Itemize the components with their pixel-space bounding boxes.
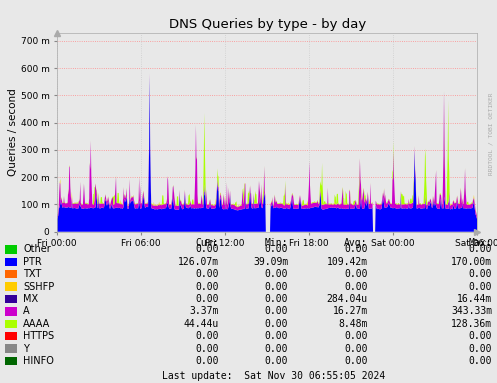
Text: 0.00: 0.00	[469, 282, 492, 291]
Text: 3.37m: 3.37m	[189, 306, 219, 316]
Text: Cur:: Cur:	[195, 238, 219, 248]
Text: 109.42m: 109.42m	[327, 257, 368, 267]
Text: Min:: Min:	[265, 238, 288, 248]
Text: 0.00: 0.00	[344, 244, 368, 254]
Text: 16.44m: 16.44m	[457, 294, 492, 304]
Bar	[5, 245, 17, 254]
Text: 0.00: 0.00	[195, 331, 219, 341]
Text: 44.44u: 44.44u	[183, 319, 219, 329]
Bar	[5, 357, 17, 365]
Text: 16.27m: 16.27m	[332, 306, 368, 316]
Text: 0.00: 0.00	[195, 282, 219, 291]
Text: 0.00: 0.00	[265, 244, 288, 254]
Text: RRDTOOL / TOBI OETIKER: RRDTOOL / TOBI OETIKER	[489, 93, 494, 175]
Y-axis label: Queries / second: Queries / second	[8, 88, 18, 176]
Text: SSHFP: SSHFP	[23, 282, 55, 291]
Text: 0.00: 0.00	[344, 331, 368, 341]
Text: 0.00: 0.00	[265, 306, 288, 316]
Text: 0.00: 0.00	[469, 356, 492, 366]
Text: 0.00: 0.00	[265, 269, 288, 279]
Text: 0.00: 0.00	[265, 294, 288, 304]
Bar	[5, 282, 17, 291]
Text: HTTPS: HTTPS	[23, 331, 55, 341]
Text: 170.00m: 170.00m	[451, 257, 492, 267]
Text: AAAA: AAAA	[23, 319, 51, 329]
Text: 8.48m: 8.48m	[338, 319, 368, 329]
Text: 0.00: 0.00	[195, 356, 219, 366]
Text: 126.07m: 126.07m	[177, 257, 219, 267]
Title: DNS Queries by type - by day: DNS Queries by type - by day	[168, 18, 366, 31]
Bar	[5, 295, 17, 303]
Text: 0.00: 0.00	[195, 294, 219, 304]
Text: 0.00: 0.00	[265, 356, 288, 366]
Bar	[5, 307, 17, 316]
Text: 0.00: 0.00	[344, 282, 368, 291]
Text: Y: Y	[23, 344, 29, 354]
Text: 128.36m: 128.36m	[451, 319, 492, 329]
Text: 0.00: 0.00	[344, 269, 368, 279]
Text: 0.00: 0.00	[265, 319, 288, 329]
Text: PTR: PTR	[23, 257, 42, 267]
Text: 0.00: 0.00	[195, 269, 219, 279]
Bar	[5, 270, 17, 278]
Text: 284.04u: 284.04u	[327, 294, 368, 304]
Text: 39.09m: 39.09m	[253, 257, 288, 267]
Text: Max:: Max:	[469, 238, 492, 248]
Text: 343.33m: 343.33m	[451, 306, 492, 316]
Text: 0.00: 0.00	[469, 344, 492, 354]
Text: 0.00: 0.00	[265, 344, 288, 354]
Text: Avg:: Avg:	[344, 238, 368, 248]
Text: HINFO: HINFO	[23, 356, 54, 366]
Text: 0.00: 0.00	[469, 269, 492, 279]
Text: 0.00: 0.00	[265, 331, 288, 341]
Text: 0.00: 0.00	[469, 244, 492, 254]
Bar	[5, 258, 17, 266]
Text: TXT: TXT	[23, 269, 42, 279]
Bar	[5, 319, 17, 328]
Bar	[5, 332, 17, 340]
Text: Last update:  Sat Nov 30 06:55:05 2024: Last update: Sat Nov 30 06:55:05 2024	[162, 371, 385, 381]
Text: MX: MX	[23, 294, 38, 304]
Text: 0.00: 0.00	[195, 244, 219, 254]
Text: 0.00: 0.00	[344, 344, 368, 354]
Text: Other: Other	[23, 244, 51, 254]
Text: 0.00: 0.00	[195, 344, 219, 354]
Text: A: A	[23, 306, 30, 316]
Text: 0.00: 0.00	[344, 356, 368, 366]
Bar	[5, 344, 17, 353]
Text: 0.00: 0.00	[265, 282, 288, 291]
Text: 0.00: 0.00	[469, 331, 492, 341]
